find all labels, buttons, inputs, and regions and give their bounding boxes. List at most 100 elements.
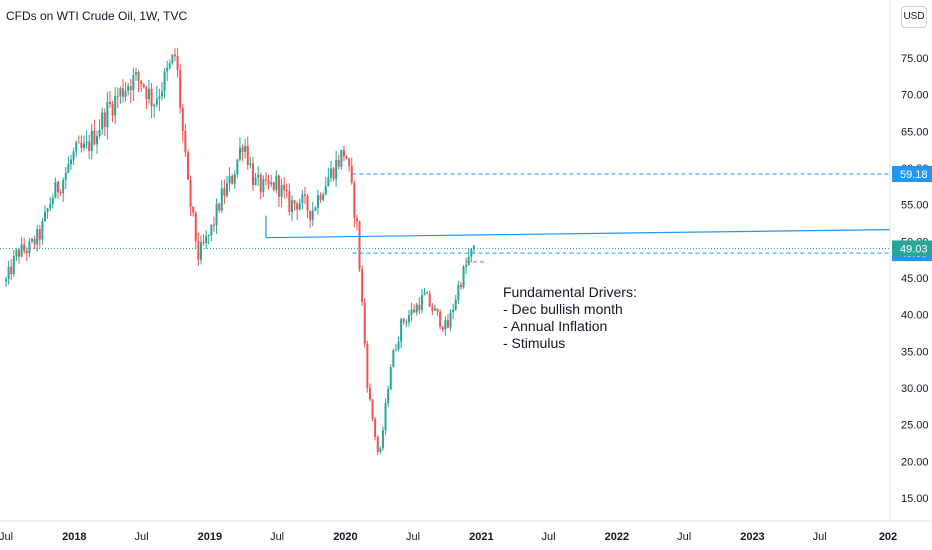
candle-body [163,71,166,92]
candle-body [374,418,377,437]
price-tick-label: 75.00 [901,53,929,65]
candle-body [95,136,98,145]
candle-body [114,95,117,116]
candle-body [127,86,130,91]
candle-body [43,211,46,221]
candle-body [293,200,296,204]
candle-body [371,399,374,419]
candle-body [15,249,18,257]
candle-body [166,67,169,72]
note-heading: Fundamental Drivers: [503,284,637,300]
candle-body [246,146,249,165]
candle-body [457,284,460,300]
time-tick-label: Jul [677,531,691,543]
candle-body [69,159,72,165]
price-axis[interactable]: 15.0020.0025.0030.0035.0040.0045.0050.00… [901,53,929,505]
candle-body [296,203,299,210]
trendline [265,229,891,239]
candle-body [59,192,62,194]
candle-body [426,292,429,294]
candle-body [186,152,189,180]
candle-body [98,129,101,137]
candle-body [298,203,301,210]
time-tick-label: Jul [542,531,556,543]
candle-body [439,311,442,327]
candle-body [147,88,150,100]
annotation-note[interactable]: Fundamental Drivers: - Dec bullish month… [495,282,645,358]
candle-body [210,224,213,236]
candle-body [80,142,83,148]
candle-body [400,319,403,342]
candle-body [290,200,293,212]
candle-body [405,321,408,323]
candle-body [155,98,158,105]
candle-body [145,87,148,100]
candle-body [30,238,33,242]
candle-body [215,203,218,226]
candle-body [319,195,322,201]
time-tick-label: 2019 [198,531,222,543]
candle-body [207,235,210,237]
currency-button[interactable]: USD [901,6,927,28]
candle-body [379,448,382,452]
candle-body [223,188,226,196]
candle-body [205,235,208,244]
candle-body [389,367,392,390]
candle-body [418,304,421,311]
candle-body [173,54,176,57]
time-tick-label: 202 [879,531,897,543]
candle-body [49,204,52,209]
candle-body [423,292,426,296]
candle-body [142,84,145,88]
candle-body [132,74,135,91]
candle-body [202,242,205,244]
candle-body [257,174,260,178]
candle-body [41,220,44,240]
candle-body [449,312,452,328]
candle-body [244,146,247,152]
candle-body [277,175,280,197]
candle-body [75,142,78,152]
candle-body [134,72,137,75]
candle-body [267,180,270,185]
candle-body [311,210,314,220]
candle-body [433,308,436,311]
candle-body [212,224,215,226]
time-tick-label: Jul [270,531,284,543]
candle-body [33,238,36,245]
price-tick-label: 45.00 [901,273,929,285]
candle-body [181,107,184,131]
candle-body [301,194,304,204]
note-line: - Stimulus [503,335,566,351]
candle-body [231,175,234,184]
candle-body [82,143,85,148]
candle-body [238,147,241,160]
candle-body [119,88,122,97]
note-line: - Dec bullish month [503,301,623,317]
candle-body [5,279,7,282]
candle-body [17,249,20,257]
candle-body [184,130,187,153]
price-tick-label: 35.00 [901,346,929,358]
candle-body [322,194,325,201]
candle-body [303,194,306,197]
candle-body [103,112,106,128]
time-axis[interactable]: Jul 2018 Jul 2019 Jul 2020 Jul 2021 Jul 2022 Jul 20… [0,531,897,543]
candle-body [72,151,75,160]
candle-body [394,349,397,351]
candle-body [283,184,286,191]
candle-body [168,63,171,68]
candle-body [197,241,200,260]
candle-body [462,266,465,288]
candle-body [12,256,15,274]
candle-body [337,160,340,167]
time-tick-label: 2022 [605,531,629,543]
candle-body [288,191,291,212]
candle-body [264,179,267,181]
price-badge [892,240,932,257]
candle-body [413,309,416,313]
candle-body [340,149,343,167]
price-badge-label: 59.18 [900,169,928,181]
candle-body [314,207,317,211]
